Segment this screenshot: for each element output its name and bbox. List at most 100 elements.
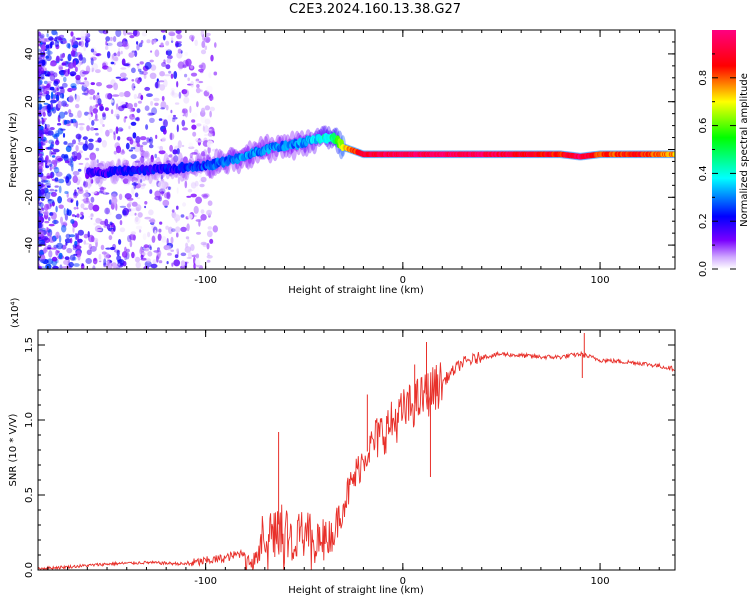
noise-speck [195,219,203,222]
noise-speck [135,136,141,144]
noise-speck [115,145,122,154]
noise-speck [143,73,147,79]
noise-speck [69,237,73,244]
noise-speck [77,142,85,146]
noise-speck [68,234,75,238]
noise-speck [133,145,141,153]
noise-speck [67,53,72,62]
noise-speck [53,244,59,249]
noise-speck [106,262,113,269]
noise-speck [206,243,210,250]
noise-speck [165,104,169,111]
noise-speck [110,61,115,65]
noise-speck [158,80,161,83]
noise-speck [162,34,166,41]
noise-speck [89,152,97,161]
noise-speck [173,214,181,222]
noise-speck [44,128,51,137]
noise-speck [154,81,161,89]
noise-speck [59,93,65,99]
noise-speck [92,50,97,56]
noise-speck [198,68,204,73]
noise-speck [170,87,176,93]
noise-speck [120,150,126,155]
noise-speck [99,118,104,125]
noise-speck [136,108,141,114]
noise-speck [158,150,166,155]
noise-speck [106,66,113,73]
noise-speck [74,232,78,241]
noise-speck [189,171,194,174]
noise-speck [112,94,120,97]
noise-speck [84,242,90,245]
noise-speck [190,182,197,189]
snr-panel: -100 0 100 0.0 0.5 1.0 1.5 Height of straight … [8,297,676,596]
noise-speck [85,189,89,193]
snr-y-multiplier: (x10⁴) [10,297,21,328]
noise-speck [95,177,99,182]
noise-speck [190,193,197,198]
noise-speck [108,128,113,133]
noise-speck [60,40,64,44]
noise-speck [121,251,128,258]
noise-speck [72,244,78,248]
noise-speck [120,50,123,55]
noise-speck [152,259,157,265]
noise-speck [64,191,69,194]
noise-speck [66,247,73,254]
noise-speck [75,145,79,152]
noise-speck [98,253,102,260]
noise-speck [80,40,84,48]
noise-speck [109,221,113,226]
noise-speck [136,142,140,147]
noise-speck [201,40,206,49]
noise-speck [123,90,131,98]
noise-speck [93,118,99,122]
noise-speck [51,256,58,262]
colorbar-tick-label: 0.0 [698,261,709,277]
noise-speck [108,235,113,241]
noise-speck [71,214,76,217]
noise-speck [135,225,143,230]
noise-speck [154,49,160,57]
noise-speck [208,117,214,120]
noise-speck [200,89,203,92]
noise-speck [62,221,67,225]
noise-speck [119,205,127,208]
noise-speck [114,249,121,253]
noise-speck [83,181,89,188]
noise-speck [126,32,134,35]
noise-speck [177,61,185,69]
noise-speck [49,41,53,49]
noise-speck [122,158,126,164]
noise-speck [171,228,176,233]
noise-speck [41,119,46,123]
noise-speck [88,215,93,218]
noise-speck [65,176,70,184]
noise-speck [128,125,131,130]
noise-speck [38,216,41,219]
noise-speck [38,222,43,229]
noise-speck [90,57,94,66]
noise-speck [41,180,49,183]
noise-speck [48,191,54,195]
noise-speck [195,196,203,204]
noise-speck [159,71,166,77]
noise-speck [185,58,192,67]
noise-speck [101,140,107,148]
noise-speck [56,91,61,95]
noise-speck [196,231,201,235]
noise-speck [155,81,159,89]
noise-speck [169,144,174,152]
noise-speck [78,162,84,165]
noise-speck [196,101,199,108]
noise-speck [167,114,175,121]
noise-speck [38,125,41,129]
noise-speck [187,188,193,193]
noise-speck [166,245,172,251]
noise-speck [72,139,76,145]
noise-speck [168,226,173,234]
noise-speck [63,207,66,216]
noise-speck [159,145,164,151]
noise-speck [171,209,175,213]
